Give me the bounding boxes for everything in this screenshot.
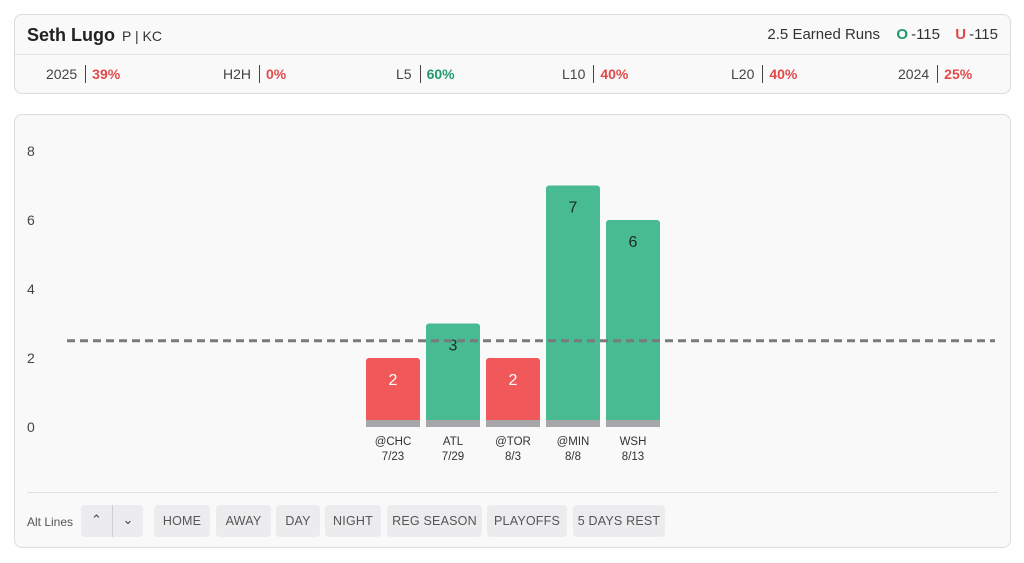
y-tick-label: 4 — [27, 281, 35, 297]
earned-runs-bar-chart: 0 2 4 6 8 2 @CHC 7/23 3 ATL 7/29 2 @TOR 8/3 7 @MIN 8/8 6 W… — [27, 143, 995, 463]
bar-base — [546, 420, 600, 427]
stat-label: 2024 — [898, 66, 930, 82]
y-tick-label: 2 — [27, 350, 35, 366]
stat-label: 2025 — [46, 66, 78, 82]
bar-base — [486, 420, 540, 427]
stat-h2h: H2H 0% — [223, 65, 286, 83]
stat-value: 40% — [600, 66, 629, 82]
prop-line-label: 2.5 Earned Runs — [767, 26, 880, 43]
over-odds[interactable]: O -115 — [896, 26, 940, 43]
stat-value: 25% — [944, 66, 973, 82]
bar[interactable] — [426, 323, 480, 428]
x-tick-label: @MIN — [557, 436, 590, 448]
stat-2024: 2024 25% — [898, 65, 972, 83]
bar-value-label: 2 — [389, 372, 398, 389]
filter-reg-season[interactable]: REG SEASON — [387, 505, 482, 537]
alt-lines-stepper: ⌃ ⌄ — [81, 505, 143, 537]
filter-night[interactable]: NIGHT — [325, 505, 381, 537]
stat-divider — [937, 65, 939, 83]
bar-value-label: 6 — [629, 234, 638, 251]
under-icon: U — [955, 26, 967, 43]
stat-value: 39% — [92, 66, 121, 82]
bar-value-label: 3 — [449, 338, 458, 355]
bar-base — [606, 420, 660, 427]
filter-playoffs[interactable]: PLAYOFFS — [487, 505, 567, 537]
y-tick-label: 8 — [27, 143, 35, 159]
filter-away[interactable]: AWAY — [216, 505, 271, 537]
stat-l10: L10 40% — [562, 65, 628, 83]
y-tick-label: 6 — [27, 212, 35, 228]
bar-base — [426, 420, 480, 427]
x-tick-date: 8/8 — [565, 451, 581, 463]
bar[interactable] — [546, 185, 600, 428]
under-odds[interactable]: U -115 — [955, 26, 998, 43]
hit-rate-stats-row: 2025 39% H2H 0% L5 60% L10 40% L20 40% 2024 25… — [15, 59, 1010, 91]
alt-line-up-button[interactable]: ⌃ — [81, 505, 112, 537]
stat-value: 0% — [266, 66, 287, 82]
player-header-row: Seth Lugo P | KC 2.5 Earned Runs O -115 U… — [15, 15, 1010, 55]
player-prop-header-card: Seth Lugo P | KC 2.5 Earned Runs O -115 U… — [14, 14, 1011, 94]
filter-divider — [27, 492, 998, 493]
x-tick-date: 8/3 — [505, 451, 521, 463]
x-tick-date: 7/23 — [382, 451, 404, 463]
stat-divider — [85, 65, 87, 83]
x-tick-label: @TOR — [495, 436, 531, 448]
filter-5-days-rest[interactable]: 5 DAYS REST — [573, 505, 665, 537]
filter-bar: Alt Lines ⌃ ⌄ HOME AWAY DAY NIGHT REG SE… — [15, 489, 1010, 549]
game-log-chart-card: 0 2 4 6 8 2 @CHC 7/23 3 ATL 7/29 2 @TOR 8/3 7 @MIN 8/8 6 W… — [14, 114, 1011, 548]
stat-divider — [259, 65, 261, 83]
y-tick-label: 0 — [27, 419, 35, 435]
x-tick-label: ATL — [443, 436, 464, 448]
stat-divider — [593, 65, 595, 83]
stat-l20: L20 40% — [731, 65, 797, 83]
bar[interactable] — [606, 220, 660, 427]
player-name[interactable]: Seth Lugo — [27, 25, 115, 45]
over-odds-value: -115 — [911, 26, 940, 43]
player-position-team: P | KC — [122, 28, 162, 44]
bar-base — [366, 420, 420, 427]
bar[interactable] — [366, 358, 420, 427]
stat-label: L20 — [731, 66, 755, 82]
stat-value: 60% — [426, 66, 455, 82]
bar[interactable] — [486, 358, 540, 427]
x-tick-label: @CHC — [375, 436, 412, 448]
stat-label: L5 — [396, 66, 412, 82]
alt-lines-label: Alt Lines — [27, 515, 74, 529]
stat-2025: 2025 39% — [46, 65, 120, 83]
bar-value-label: 2 — [509, 372, 518, 389]
x-tick-date: 7/29 — [442, 451, 464, 463]
stat-value: 40% — [769, 66, 798, 82]
stat-divider — [419, 65, 421, 83]
x-tick-date: 8/13 — [622, 451, 644, 463]
bar-value-label: 7 — [569, 200, 578, 217]
over-icon: O — [896, 26, 909, 43]
chevron-down-icon: ⌄ — [122, 512, 134, 527]
under-odds-value: -115 — [969, 26, 998, 43]
stat-divider — [762, 65, 764, 83]
chevron-up-icon: ⌃ — [91, 512, 102, 527]
x-tick-label: WSH — [620, 436, 647, 448]
alt-line-down-button[interactable]: ⌄ — [112, 505, 143, 537]
stat-l5: L5 60% — [396, 65, 455, 83]
stat-label: H2H — [223, 66, 252, 82]
stat-label: L10 — [562, 66, 586, 82]
filter-home[interactable]: HOME — [154, 505, 210, 537]
filter-day[interactable]: DAY — [276, 505, 320, 537]
